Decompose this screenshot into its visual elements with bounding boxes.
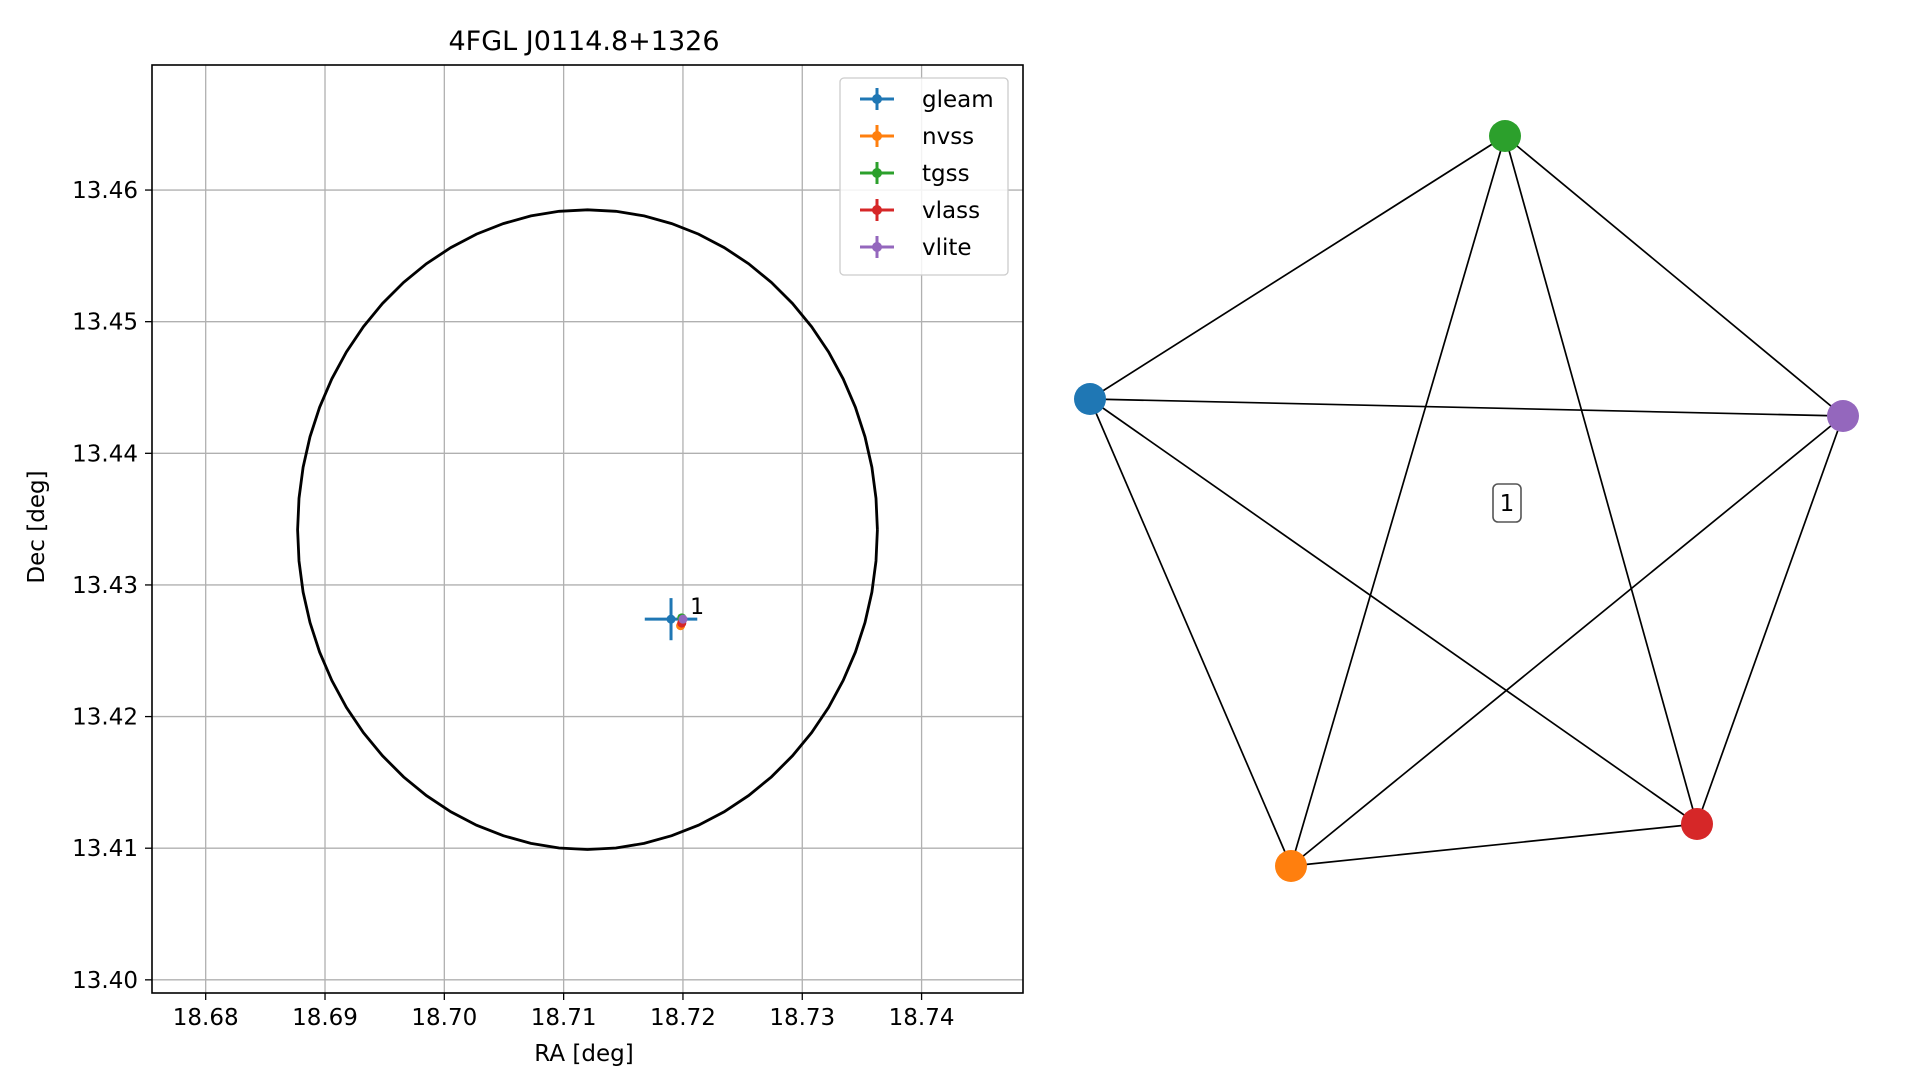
- node-tgss: [1489, 120, 1521, 152]
- edge-gleam-vlite: [1089, 398, 1844, 417]
- x-tick-label: 18.69: [292, 1005, 358, 1031]
- node-gleam: [1074, 383, 1106, 415]
- edge-nvss-tgss: [1290, 135, 1506, 867]
- point-gleam: [644, 598, 698, 641]
- edge-tgss-vlass: [1504, 135, 1698, 825]
- x-axis-label: RA [deg]: [534, 1041, 633, 1067]
- legend-label: tgss: [922, 161, 970, 187]
- x-tick-label: 18.68: [173, 1005, 239, 1031]
- circle-outline: [296, 208, 879, 851]
- chart-title: 4FGL J0114.8+1326: [448, 26, 719, 57]
- legend-entry-tgss: tgss: [860, 161, 970, 187]
- x-ticks: 18.68 18.69 18.70 18.71 18.72 18.73 18.74: [173, 993, 955, 1031]
- node-vlass: [1681, 808, 1713, 840]
- edge-vlass-vlite: [1696, 415, 1844, 825]
- x-tick-label: 18.72: [650, 1005, 716, 1031]
- y-tick-label: 13.42: [72, 705, 138, 731]
- legend-entry-gleam: gleam: [860, 87, 994, 113]
- x-tick-label: 18.70: [411, 1005, 477, 1031]
- scatter-axes: 1 18.68 18.69 18.70 18.71 18.72 18.73 18.74 13…: [24, 26, 1024, 1067]
- point-annotation: 1: [690, 595, 704, 620]
- legend-label: vlite: [922, 235, 972, 261]
- node-nvss: [1275, 850, 1307, 882]
- x-tick-label: 18.73: [769, 1005, 835, 1031]
- edge-gleam-vlass: [1089, 398, 1698, 825]
- edge-gleam-tgss: [1089, 135, 1506, 400]
- y-tick-label: 13.45: [72, 310, 138, 336]
- data-points: [644, 598, 698, 641]
- x-tick-label: 18.71: [531, 1005, 597, 1031]
- legend-label: vlass: [922, 198, 980, 224]
- legend-box: [839, 77, 1009, 276]
- network-graph: 1: [1074, 120, 1859, 882]
- edge-gleam-nvss: [1089, 398, 1292, 867]
- y-ticks: 13.40 13.41 13.42 13.43 13.44 13.45 13.46: [72, 178, 152, 994]
- legend: gleam nvss tgss vlass vlite: [839, 77, 1009, 276]
- legend-label: gleam: [922, 87, 994, 113]
- error-circle: [296, 208, 879, 851]
- point-vlite: [678, 614, 688, 624]
- y-tick-label: 13.40: [72, 968, 138, 994]
- legend-label: nvss: [922, 124, 974, 150]
- edge-nvss-vlite: [1290, 415, 1844, 867]
- cluster-label: 1: [1500, 491, 1515, 517]
- legend-entry-vlite: vlite: [860, 235, 972, 261]
- network-nodes: [1074, 120, 1859, 882]
- edge-tgss-vlite: [1504, 135, 1844, 417]
- node-vlite: [1827, 400, 1859, 432]
- legend-entry-nvss: nvss: [860, 124, 974, 150]
- cluster-label-box: [1492, 483, 1522, 523]
- edge-nvss-vlass: [1290, 823, 1698, 867]
- y-axis-label: Dec [deg]: [24, 470, 50, 583]
- y-tick-label: 13.46: [72, 178, 138, 204]
- y-tick-label: 13.41: [72, 836, 138, 862]
- legend-entry-vlass: vlass: [860, 198, 980, 224]
- y-tick-label: 13.43: [72, 573, 138, 599]
- axes-frame: [151, 64, 1024, 994]
- x-tick-label: 18.74: [889, 1005, 955, 1031]
- network-edges: [1089, 135, 1844, 867]
- y-tick-label: 13.44: [72, 441, 138, 467]
